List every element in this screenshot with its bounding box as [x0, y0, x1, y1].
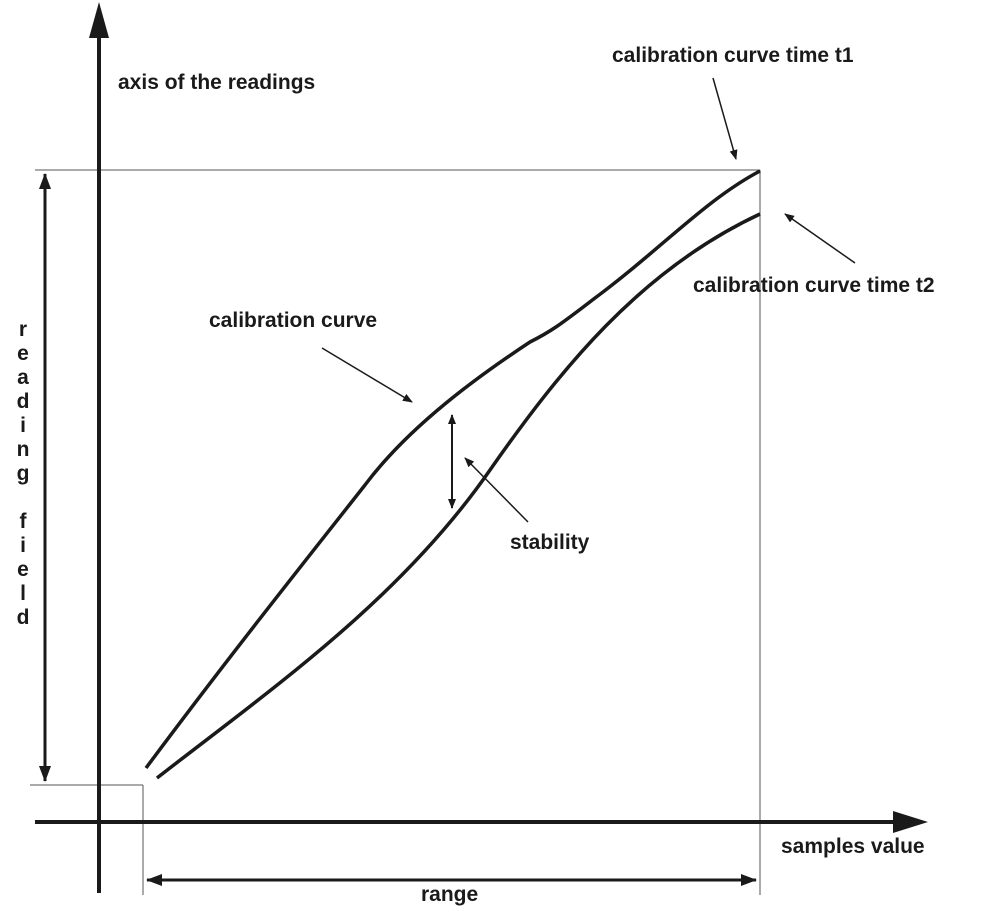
calibration-curve-t1	[144, 169, 761, 770]
range-label: range	[421, 883, 479, 906]
y-axis-arrowhead	[89, 2, 109, 38]
reading-field-letter: e	[17, 558, 29, 581]
calibration-curve-label: calibration curve	[209, 309, 378, 332]
y-axis-label: axis of the readings	[118, 71, 316, 94]
curve-pointer-arrow	[321, 347, 413, 403]
curve-t2-label: calibration curve time t2	[693, 274, 935, 297]
reading-field-letter: n	[16, 438, 30, 461]
reading-field-letter: a	[17, 366, 29, 389]
reading-field-letter: f	[19, 510, 27, 533]
reading-field-letter: g	[16, 462, 30, 485]
reading-field-letter: i	[20, 534, 26, 557]
stability-pointer-arrow	[464, 457, 529, 523]
t2-pointer-arrow	[784, 213, 856, 264]
calibration-curve-t2	[155, 212, 761, 780]
reading-field-letter: i	[20, 414, 26, 437]
reading-field-letter: d	[16, 390, 30, 413]
reading-field-letter: l	[20, 582, 26, 605]
reading-field-letter: d	[16, 606, 30, 629]
stability-label: stability	[510, 531, 590, 554]
x-axis-label: samples value	[781, 835, 925, 858]
x-axis-arrowhead	[893, 811, 928, 833]
reading-field-letter: r	[18, 318, 28, 341]
curve-t1-label: calibration curve time t1	[612, 44, 854, 67]
reading-field-letter: e	[17, 342, 29, 365]
reading-field-letter	[11, 486, 35, 510]
t1-pointer-arrow	[712, 77, 738, 160]
